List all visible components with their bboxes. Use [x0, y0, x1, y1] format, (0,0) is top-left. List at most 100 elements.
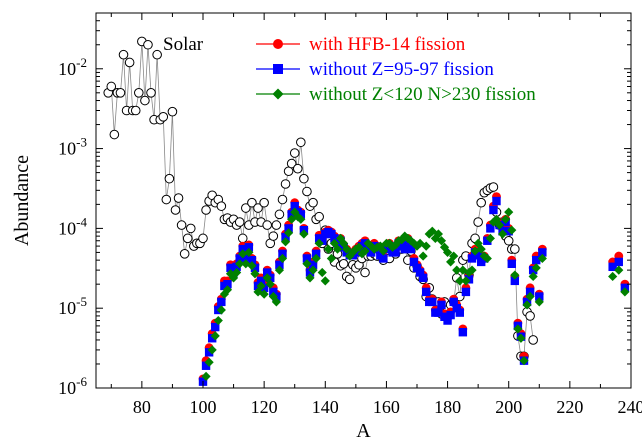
- data-point: [378, 246, 388, 256]
- data-point: [253, 287, 263, 297]
- data-point: [109, 129, 120, 140]
- data-point: [271, 297, 281, 307]
- data-point: [140, 95, 150, 106]
- data-point: [608, 262, 617, 272]
- data-layer: [103, 36, 630, 386]
- data-point: [421, 241, 431, 251]
- y-tick-label: 10-5: [58, 294, 87, 318]
- data-point: [379, 254, 388, 263]
- data-point: [286, 158, 297, 169]
- data-point: [318, 236, 327, 245]
- legend-label: without Z=95-97 fission: [309, 59, 494, 80]
- data-point: [510, 276, 520, 286]
- plot-area: [103, 36, 630, 386]
- data-point: [446, 310, 455, 320]
- data-point: [339, 238, 349, 248]
- legend-marker: [272, 88, 284, 100]
- data-point: [507, 259, 516, 268]
- data-point: [342, 244, 352, 254]
- data-point: [268, 231, 279, 241]
- data-point: [274, 209, 285, 220]
- data-point: [263, 268, 272, 277]
- data-point: [259, 283, 269, 293]
- x-tick-label: 160: [373, 397, 400, 417]
- legend-label: with HFB-14 fission: [309, 34, 466, 55]
- data-point: [182, 233, 193, 244]
- y-axis-label: Abundance: [11, 155, 33, 246]
- data-point: [185, 223, 196, 234]
- data-point: [223, 279, 232, 289]
- solar-annotation: Solar: [163, 34, 204, 55]
- data-point: [269, 287, 278, 297]
- data-point: [467, 265, 477, 275]
- data-point: [232, 262, 241, 272]
- data-point: [330, 234, 339, 243]
- data-point: [247, 255, 257, 265]
- data-point: [320, 276, 330, 286]
- data-point: [485, 233, 495, 243]
- x-tick-label: 100: [190, 397, 217, 417]
- data-point: [152, 49, 162, 60]
- data-point: [452, 265, 462, 275]
- data-point: [287, 214, 297, 224]
- x-axis-label: A: [356, 420, 371, 442]
- data-point: [528, 271, 538, 282]
- data-point: [222, 285, 233, 295]
- data-point: [418, 251, 428, 261]
- data-point: [501, 214, 511, 224]
- data-point: [130, 105, 141, 116]
- y-tick-label: 10-6: [58, 374, 87, 398]
- data-point: [391, 240, 401, 250]
- data-point: [421, 287, 431, 297]
- legend-label: without Z<120 N>230 fission: [309, 84, 536, 105]
- x-tick-label: 200: [495, 397, 522, 417]
- data-point: [366, 241, 376, 251]
- data-point: [446, 257, 456, 267]
- data-point: [344, 274, 355, 285]
- data-point: [467, 254, 477, 263]
- data-point: [476, 244, 486, 254]
- x-tick-label: 180: [434, 397, 461, 417]
- data-point: [406, 236, 416, 246]
- legend-marker: [273, 39, 283, 49]
- data-point: [244, 243, 254, 252]
- data-point: [241, 259, 251, 269]
- data-point: [488, 182, 499, 192]
- data-point: [278, 249, 287, 259]
- y-tick-label: 10-2: [58, 55, 87, 79]
- data-point: [482, 253, 492, 264]
- data-point: [228, 273, 239, 283]
- data-point: [483, 236, 492, 245]
- data-point: [124, 57, 135, 68]
- data-point: [608, 271, 618, 282]
- legend-entry: without Z=95-97 fission: [256, 59, 494, 80]
- data-point: [412, 263, 422, 273]
- data-point: [519, 356, 529, 366]
- x-tick-label: 120: [251, 397, 278, 417]
- x-tick-label: 80: [133, 397, 151, 417]
- data-point: [292, 163, 303, 174]
- data-point: [338, 258, 349, 269]
- data-point: [118, 49, 129, 60]
- data-point: [488, 217, 499, 227]
- data-point: [179, 249, 190, 259]
- data-point: [262, 273, 272, 283]
- data-point: [455, 308, 464, 317]
- data-point: [256, 281, 266, 291]
- data-point: [284, 228, 294, 238]
- data-point: [461, 276, 471, 286]
- data-point: [302, 254, 312, 263]
- data-point: [204, 348, 214, 357]
- data-point: [473, 238, 483, 248]
- data-point: [391, 248, 400, 257]
- legend-entry: with HFB-14 fission: [256, 34, 466, 55]
- data-point: [442, 247, 453, 258]
- data-point: [510, 270, 520, 280]
- data-point: [492, 196, 501, 206]
- data-point: [513, 324, 523, 334]
- data-point: [449, 251, 459, 261]
- data-point: [510, 244, 520, 254]
- plot-frame: [95, 12, 632, 389]
- data-point: [311, 253, 321, 264]
- data-point: [216, 201, 227, 211]
